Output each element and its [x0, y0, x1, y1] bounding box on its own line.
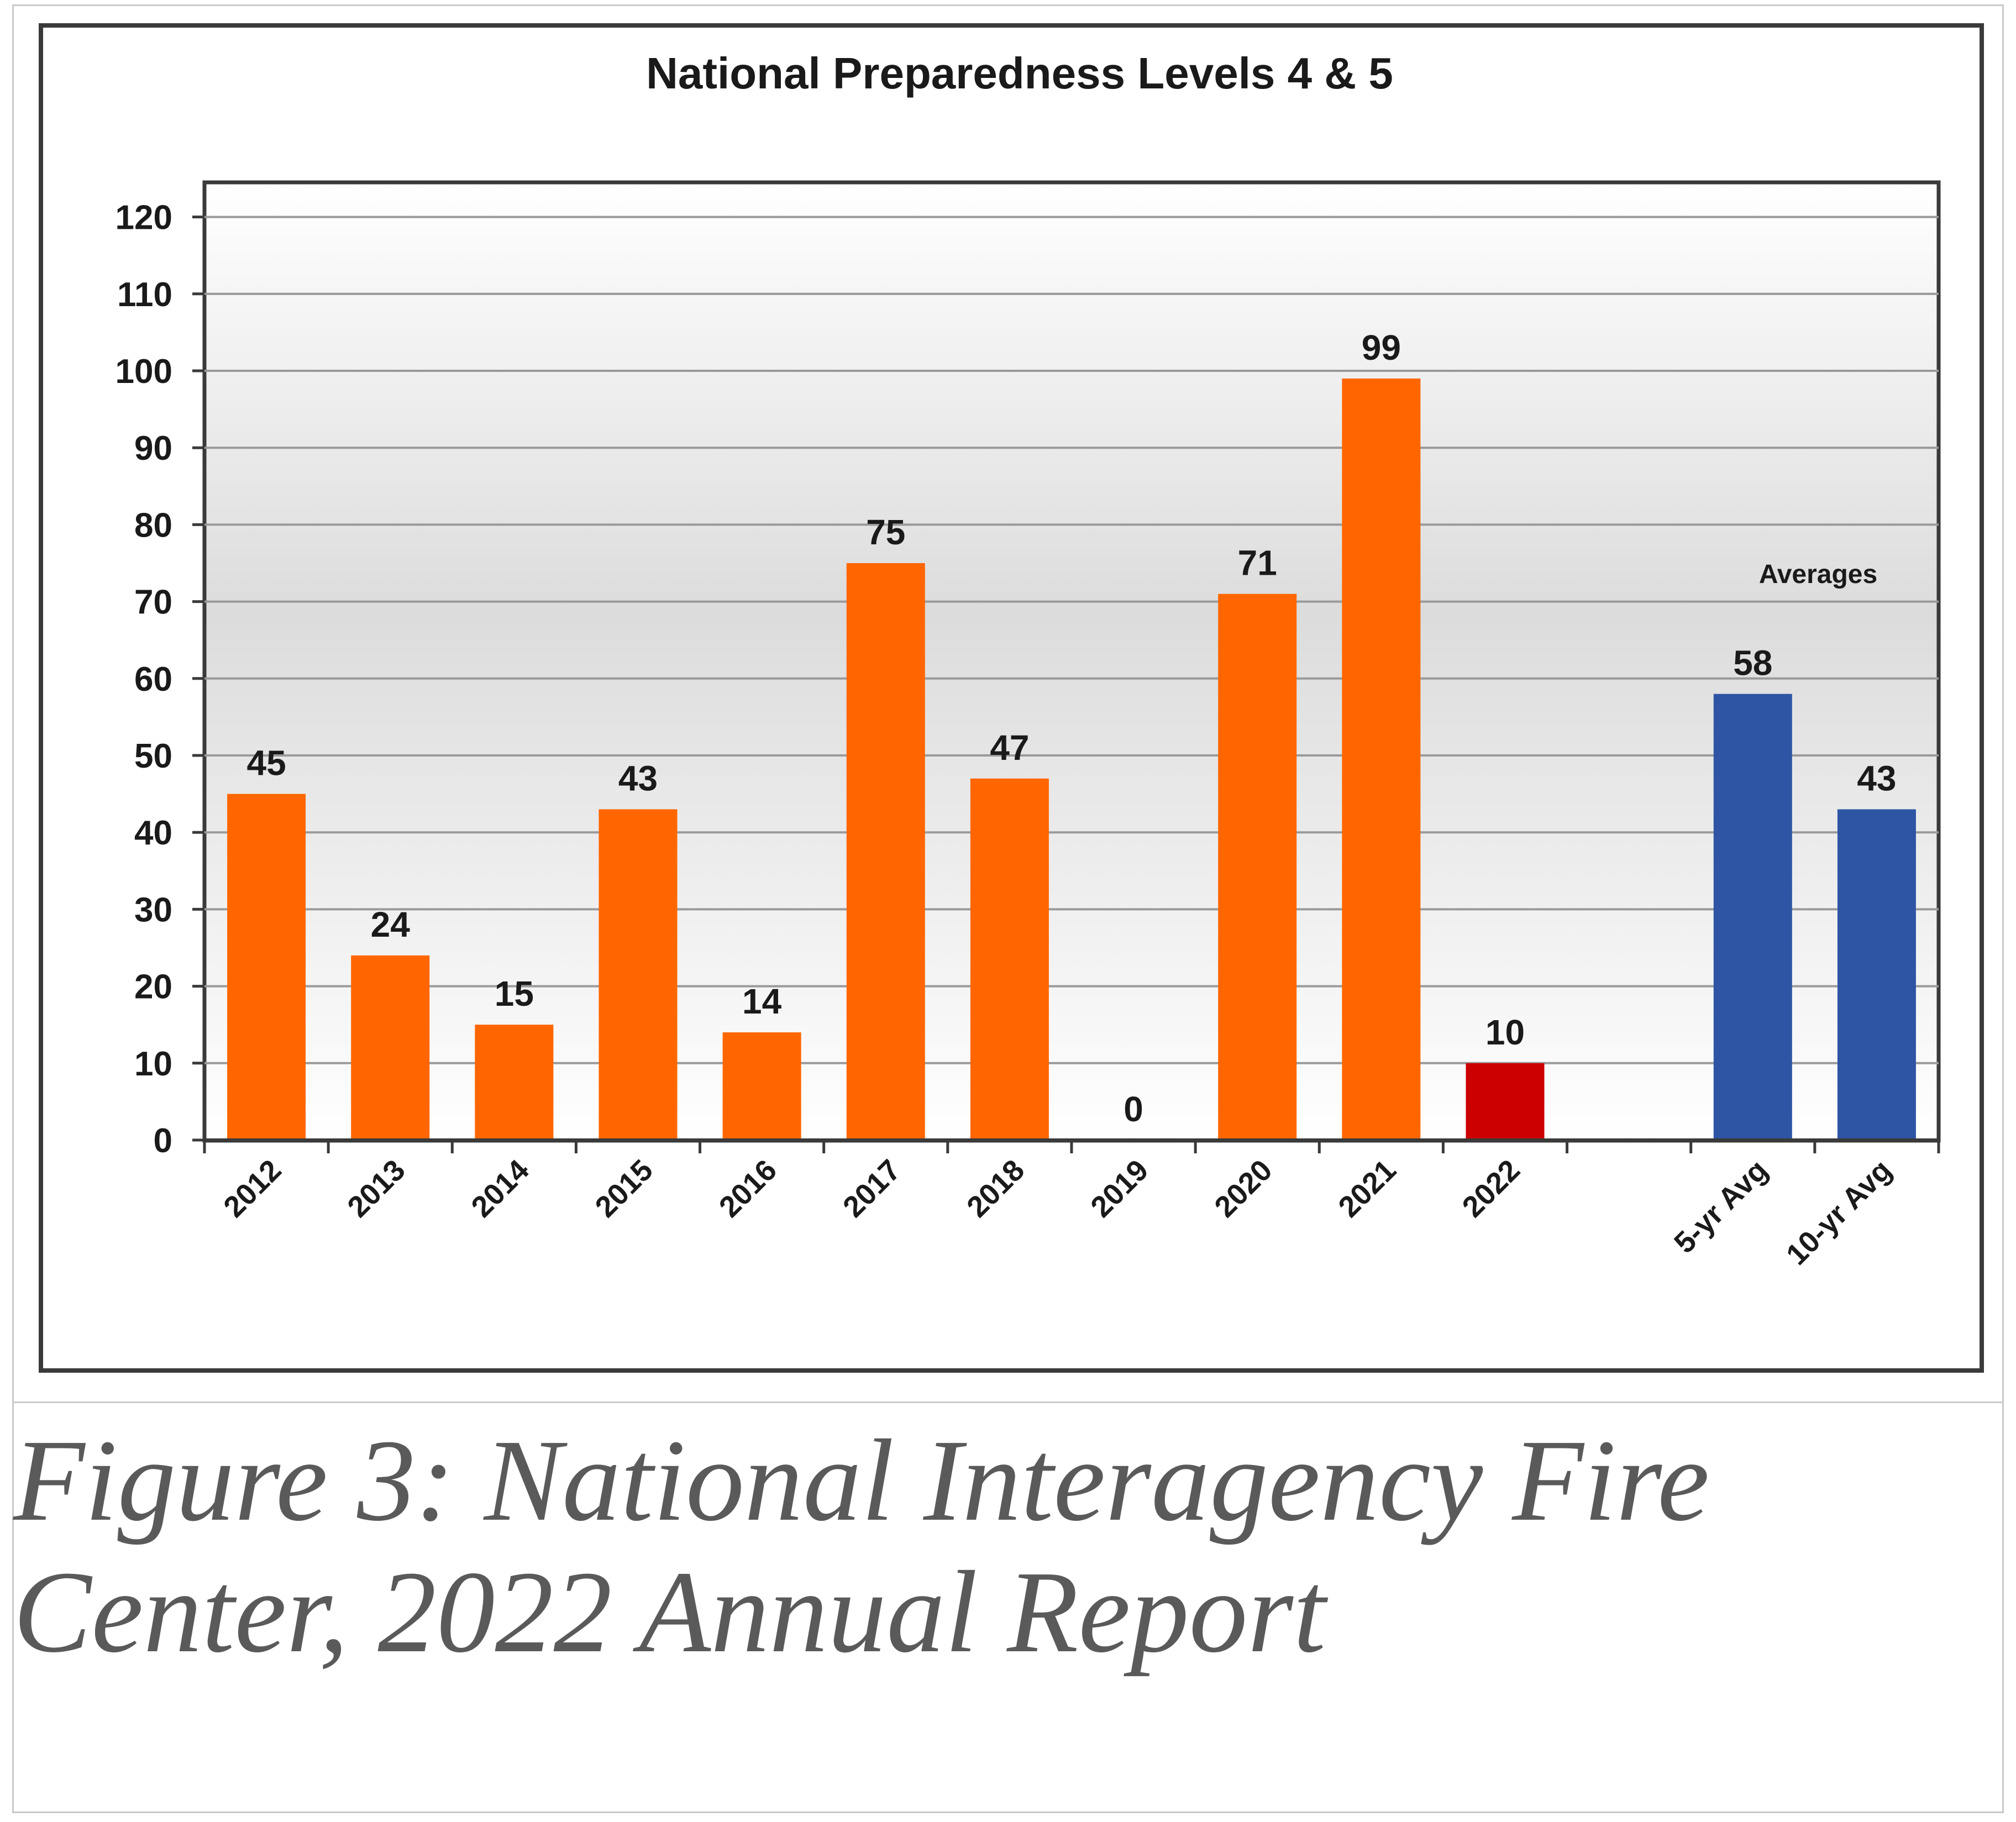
y-tick-label: 30 [134, 891, 172, 929]
bar-2014 [475, 1025, 554, 1140]
data-label: 24 [371, 905, 411, 944]
bar-2015 [599, 809, 678, 1140]
data-label: 10 [1485, 1012, 1525, 1052]
y-tick-label: 20 [134, 968, 172, 1006]
data-label: 15 [495, 974, 534, 1014]
y-tick-label: 70 [134, 584, 172, 622]
bar-2018 [970, 778, 1049, 1140]
figure-caption: Figure 3: National Interagency Fire Cent… [13, 1415, 1710, 1677]
bar-5-yr-avg [1713, 694, 1792, 1140]
bar-2020 [1218, 594, 1297, 1140]
data-label: 45 [246, 743, 286, 783]
bar-2013 [351, 955, 430, 1140]
bar-2021 [1342, 378, 1421, 1141]
y-tick-label: 60 [134, 660, 172, 699]
averages-annotation: Averages [1759, 560, 1877, 589]
chart-title: National Preparedness Levels 4 & 5 [646, 49, 1393, 98]
data-label: 43 [1857, 758, 1896, 798]
data-label: 99 [1362, 328, 1401, 367]
bar-2012 [227, 794, 306, 1140]
figure-divider [12, 1401, 2004, 1403]
bar-10-yr-avg [1837, 809, 1916, 1140]
bar-2017 [846, 563, 925, 1140]
plot-area [202, 180, 1941, 1143]
y-tick-label: 110 [117, 276, 172, 314]
data-label: 58 [1733, 643, 1772, 683]
data-label: 43 [618, 758, 658, 798]
y-tick-label: 90 [134, 429, 172, 468]
data-label: 14 [742, 981, 782, 1021]
data-label: 71 [1238, 543, 1277, 583]
y-tick-label: 80 [134, 506, 172, 544]
bar-2016 [722, 1032, 801, 1140]
bar-2022 [1466, 1063, 1545, 1140]
bar-chart: National Preparedness Levels 4 & 5 0 10 20… [39, 23, 1984, 1373]
y-tick-label: 0 [154, 1122, 172, 1160]
data-label: 0 [1124, 1089, 1143, 1129]
data-label: 75 [866, 512, 905, 552]
figure-frame [12, 4, 2004, 1813]
y-tick-label: 100 [116, 353, 172, 391]
y-tick-label: 40 [134, 814, 172, 852]
y-tick-label: 10 [134, 1045, 172, 1083]
y-tick-label: 120 [116, 199, 172, 237]
data-label: 47 [990, 728, 1029, 768]
y-tick-label: 50 [134, 737, 172, 775]
